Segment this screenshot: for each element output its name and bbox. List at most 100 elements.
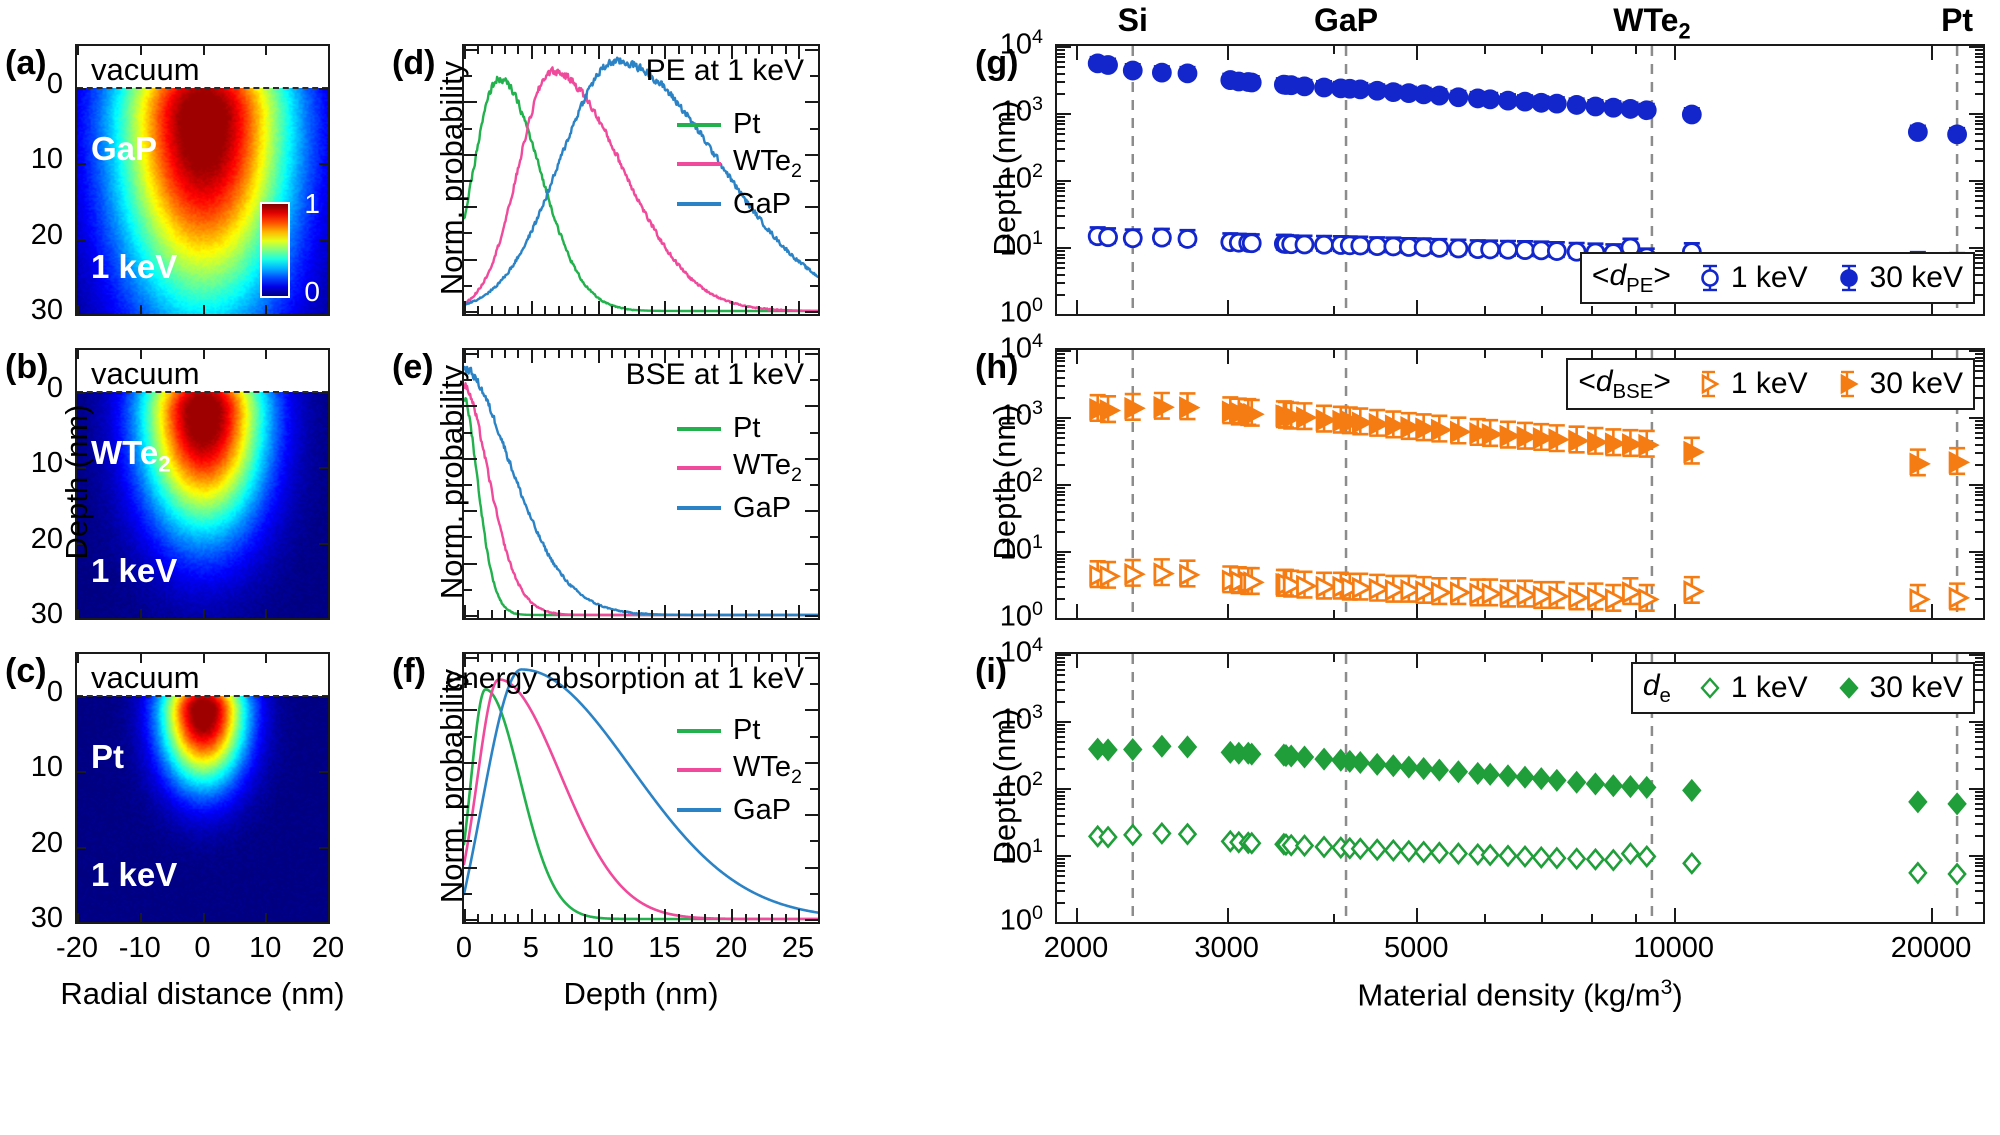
- data-point-1keV: [1415, 575, 1437, 605]
- x-tick: [1634, 350, 1637, 358]
- x-tick: [584, 306, 586, 314]
- y-tick: [1975, 530, 1983, 533]
- energy-label: 1 keV: [91, 248, 178, 285]
- x-tick: [718, 306, 720, 314]
- energy-label: 1 keV: [91, 856, 178, 893]
- x-tick-label: 20: [311, 932, 345, 964]
- x-tick: [704, 46, 706, 54]
- y-tick: [1057, 123, 1065, 126]
- x-tick: [651, 610, 653, 618]
- y-tick: [810, 736, 818, 738]
- x-tick: [504, 306, 506, 314]
- legend-item-GaP: GaP: [677, 795, 802, 825]
- x-tick-label: 20000: [1890, 932, 1972, 964]
- data-point-1keV: [1098, 227, 1118, 248]
- colorbar-max-label: 1: [304, 188, 320, 219]
- y-tick: [1975, 494, 1983, 497]
- x-tick: [504, 46, 506, 54]
- data-point-30keV: [1350, 751, 1370, 775]
- y-tick: [1057, 858, 1065, 861]
- y-tick: [1057, 376, 1065, 379]
- data-point-30keV: [1098, 55, 1118, 75]
- y-tick: [1057, 577, 1065, 580]
- data-point-30keV: [1315, 404, 1338, 433]
- y-tick: [1975, 443, 1983, 446]
- y-tick: [1057, 66, 1065, 69]
- density-marker-Si: Si: [1117, 2, 1148, 38]
- panel-letter-d: (d): [392, 44, 436, 82]
- y-tick: [1969, 46, 1983, 48]
- x-tick: [798, 654, 800, 667]
- x-tick: [140, 46, 142, 55]
- x-tick: [745, 350, 747, 358]
- y-tick-label: 0: [46, 676, 63, 708]
- y-tick: [1975, 741, 1983, 744]
- data-point-30keV: [1153, 391, 1175, 420]
- x-tick: [544, 350, 546, 358]
- y-tick: [1057, 724, 1065, 727]
- data-point-30keV: [1683, 436, 1705, 465]
- y-tick: [1057, 922, 1071, 924]
- x-tick: [464, 909, 466, 922]
- data-point-30keV: [1585, 96, 1606, 117]
- y-tick: [1057, 437, 1065, 440]
- x-tick: [203, 654, 205, 663]
- data-point-1keV: [1383, 236, 1404, 257]
- y-tick: [1057, 498, 1065, 501]
- legend-label-WTe2: WTe2: [733, 145, 802, 182]
- y-tick: [1975, 194, 1983, 197]
- x-tick: [558, 46, 560, 54]
- y-tick: [1057, 680, 1065, 683]
- x-tick: [678, 654, 680, 662]
- data-point-30keV: [1415, 413, 1437, 442]
- x-tick: [651, 306, 653, 314]
- y-tick: [810, 75, 818, 77]
- y-tick: [1057, 721, 1071, 723]
- data-point-30keV: [1099, 394, 1122, 424]
- x-tick: [664, 605, 666, 618]
- x-tick: [798, 46, 800, 59]
- x-tick: [691, 350, 693, 358]
- x-tick: [571, 306, 573, 314]
- y-tick: [1057, 257, 1065, 260]
- x-tick: [1076, 604, 1078, 618]
- data-point-1keV: [1177, 822, 1198, 846]
- x-tick: [504, 914, 506, 922]
- x-tick: [558, 654, 560, 662]
- y-tick: [1057, 557, 1065, 560]
- x-tick: [477, 914, 479, 922]
- x-tick: [517, 46, 519, 54]
- y-tick: [1969, 113, 1983, 115]
- y-tick: [1057, 159, 1065, 162]
- x-tick: [491, 610, 493, 618]
- y-tick: [810, 180, 818, 182]
- heatmap-panel-b: WTe2 1 keV vacuum: [75, 348, 330, 620]
- data-point-30keV: [1151, 62, 1172, 83]
- x-tick: [544, 306, 546, 314]
- x-tick: [771, 914, 773, 922]
- y-tick: [1975, 664, 1983, 667]
- x-tick: [544, 654, 546, 662]
- y-tick: [1057, 443, 1065, 446]
- x-tick: [1333, 306, 1336, 314]
- y-tick: [319, 696, 328, 698]
- y-tick: [1975, 360, 1983, 363]
- y-tick: [1975, 554, 1983, 557]
- y-tick: [1057, 452, 1065, 454]
- y-tick: [1975, 519, 1983, 521]
- surface-line: [77, 87, 328, 89]
- y-tick: [805, 206, 818, 208]
- data-point-1keV: [1532, 580, 1555, 610]
- y-tick: [1057, 901, 1065, 904]
- density-marker-Pt: Pt: [1941, 2, 1974, 38]
- y-tick-label: 103: [999, 397, 1043, 432]
- curve-GaP: [464, 668, 818, 914]
- y-tick: [1057, 881, 1065, 884]
- data-point-1keV: [1099, 560, 1122, 589]
- x-tick: [1931, 300, 1934, 314]
- density-marker-WTe2: WTe2: [1613, 2, 1691, 44]
- y-tick: [1975, 490, 1983, 493]
- x-tick: [265, 305, 267, 314]
- y-tick: [464, 788, 472, 790]
- y-tick: [1975, 127, 1983, 130]
